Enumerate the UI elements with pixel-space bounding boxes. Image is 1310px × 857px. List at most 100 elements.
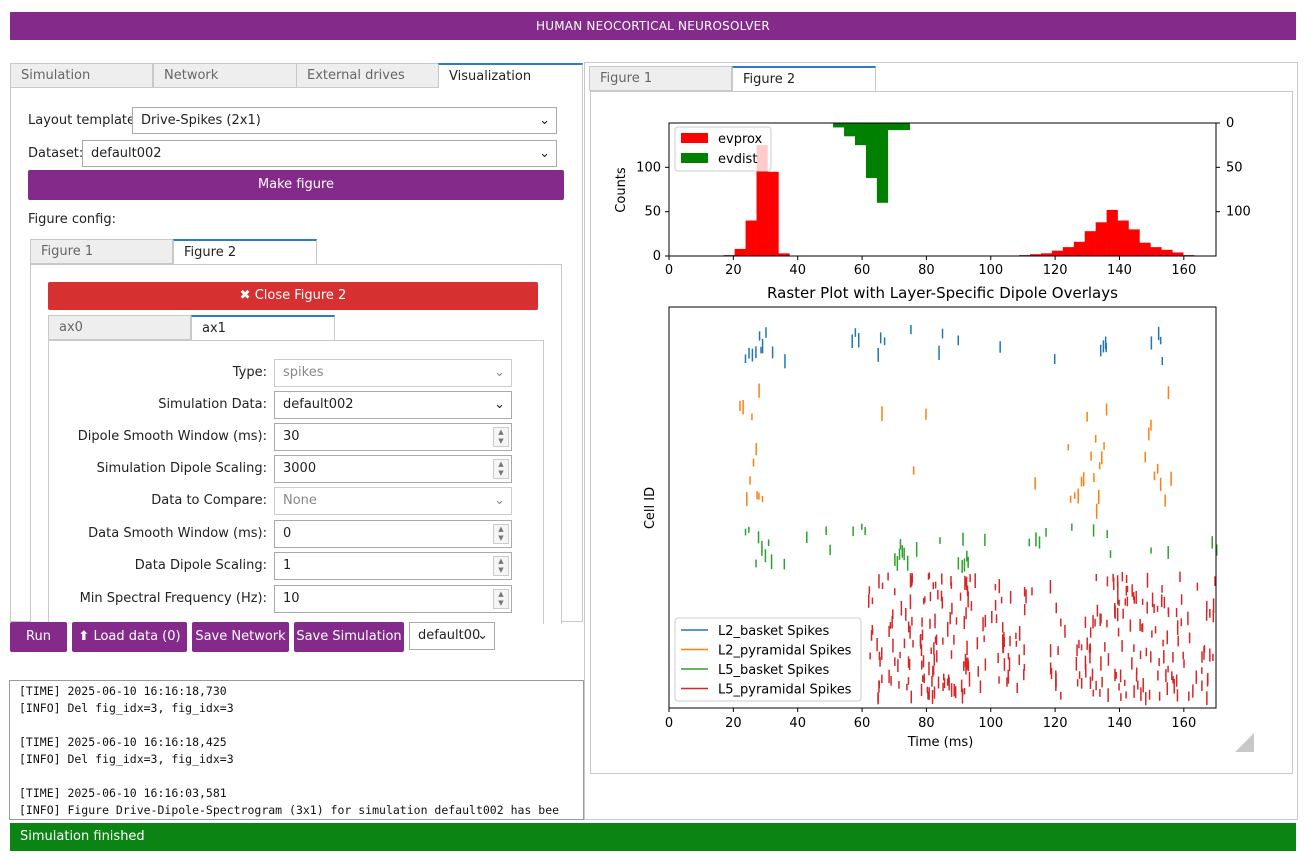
- histogram-bar-evprox: [1095, 222, 1107, 256]
- tab-main-2[interactable]: External drives: [296, 63, 439, 88]
- chevron-down-icon: ⌄: [477, 628, 488, 643]
- field-label: Data Dipole Scaling:: [134, 558, 267, 573]
- field-number-input[interactable]: 30 ▲ ▼: [274, 423, 512, 451]
- field-label: Data to Compare:: [151, 493, 267, 508]
- raster-legend-label: L2_basket Spikes: [718, 624, 829, 639]
- histogram-xtick-label: 0: [665, 263, 673, 278]
- raster-legend-box: [674, 617, 862, 702]
- field-select-value: default002: [283, 397, 354, 412]
- histogram-bar-evprox: [778, 253, 790, 256]
- tab-axis-1[interactable]: ax1: [191, 315, 335, 341]
- stepper-arrows-icon[interactable]: ▲ ▼: [493, 589, 509, 609]
- histogram-ytick-label: 100: [636, 160, 661, 175]
- histogram-ylabel: Counts: [614, 167, 629, 213]
- console-line: [TIME] 2025-06-10 16:16:03,581: [19, 786, 227, 800]
- stepper-arrows-icon[interactable]: ▲ ▼: [493, 524, 509, 544]
- histogram-xtick-label: 120: [1043, 263, 1068, 278]
- histogram-bar-evdist: [833, 123, 845, 128]
- raster-legend-label: L5_pyramidal Spikes: [718, 683, 852, 698]
- legend-label-evprox: evprox: [718, 132, 763, 147]
- dataset-label: Dataset:: [28, 146, 84, 161]
- dataset-select[interactable]: default002 ⌄: [82, 140, 557, 167]
- close-figure-button[interactable]: ✖ Close Figure 2: [48, 282, 538, 310]
- raster-xlabel: Time (ms): [907, 735, 974, 750]
- histogram-bar-evprox: [756, 145, 768, 256]
- histogram-bar-evprox: [1161, 249, 1173, 256]
- histogram-bar-evdist: [898, 123, 910, 131]
- histogram-bar-evprox: [1040, 253, 1053, 256]
- figure-config-divider: [30, 264, 562, 265]
- drive-histogram-chart: 0 20 40 60 80 100 120 140 160 0 50 100 0 50 100 Counts e…: [614, 116, 1251, 278]
- histogram-bar-evprox: [1117, 220, 1129, 256]
- tab-axis-0[interactable]: ax0: [48, 315, 191, 340]
- histogram-bar-evprox: [1128, 229, 1140, 256]
- histogram-right-ytick-label: 50: [1226, 160, 1243, 175]
- histogram-xtick-label: 40: [789, 263, 806, 278]
- legend-swatch-evprox: [681, 133, 708, 143]
- simulation-select[interactable]: default002 ⌄: [409, 622, 495, 650]
- tab-main-0[interactable]: Simulation: [10, 63, 153, 88]
- field-select[interactable]: spikes ⌄: [274, 359, 512, 387]
- field-number-input[interactable]: 1 ▲ ▼: [274, 552, 512, 580]
- field-number-input[interactable]: 0 ▲ ▼: [274, 520, 512, 548]
- field-number-value: 0: [283, 526, 292, 541]
- app-title-bar: HUMAN NEOCORTICAL NEUROSOLVER: [10, 12, 1296, 40]
- histogram-ytick-label: 50: [644, 205, 661, 220]
- layout-template-select[interactable]: Drive-Spikes (2x1) ⌄: [132, 107, 557, 134]
- console-line: [TIME] 2025-06-10 16:16:18,730: [19, 684, 227, 698]
- histogram-bar-evprox: [1084, 231, 1096, 256]
- field-select-value: spikes: [283, 365, 324, 380]
- field-select[interactable]: default002 ⌄: [274, 391, 512, 419]
- field-select[interactable]: None ⌄: [274, 487, 512, 515]
- field-label: Simulation Data:: [158, 397, 267, 412]
- field-label: Dipole Smooth Window (ms):: [77, 429, 267, 444]
- console-line: [INFO] Del fig_idx=3, fig_idx=3: [19, 701, 234, 715]
- raster-xtick-label: 120: [1043, 716, 1068, 731]
- save-network-button[interactable]: Save Network: [192, 622, 289, 652]
- run-button[interactable]: Run: [10, 622, 67, 652]
- close-figure-label: Close Figure 2: [254, 288, 347, 303]
- stepper-arrows-icon[interactable]: ▲ ▼: [493, 556, 509, 576]
- figure-config-label: Figure config:: [28, 212, 116, 227]
- histogram-xtick-label: 160: [1171, 263, 1196, 278]
- console-line: [TIME] 2025-06-10 16:16:18,425: [19, 735, 227, 749]
- field-number-input[interactable]: 10 ▲ ▼: [274, 585, 512, 613]
- console-line: [INFO] Figure Drive-Dipole-Spectrogram (…: [19, 803, 560, 817]
- raster-xtick-label: 60: [854, 716, 871, 731]
- histogram-bar-evprox: [1051, 250, 1064, 256]
- field-label: Type:: [232, 365, 267, 380]
- make-figure-button[interactable]: Make figure: [28, 170, 564, 200]
- axis-config-divider: [48, 340, 544, 341]
- layout-template-label: Layout template:: [28, 113, 140, 128]
- log-console[interactable]: [TIME] 2025-06-10 16:16:18,730 [INFO] Del…: [9, 680, 584, 820]
- histogram-bar-evprox: [734, 248, 746, 256]
- stepper-arrows-icon[interactable]: ▲ ▼: [493, 427, 509, 447]
- raster-legend-label: L2_pyramidal Spikes: [718, 644, 852, 659]
- histogram-bar-evdist: [876, 123, 889, 203]
- histogram-xtick-label: 60: [854, 263, 871, 278]
- resize-handle-icon[interactable]: [1235, 733, 1254, 752]
- tab-main-1[interactable]: Network: [153, 63, 297, 88]
- field-number-input[interactable]: 3000 ▲ ▼: [274, 455, 512, 483]
- upload-icon: ⬆: [78, 629, 90, 644]
- chevron-down-icon: ⌄: [539, 146, 550, 161]
- save-simulation-button[interactable]: Save Simulation: [294, 622, 404, 652]
- raster-frame: [668, 306, 1217, 709]
- field-select-value: None: [283, 493, 317, 508]
- stepper-arrows-icon[interactable]: ▲ ▼: [493, 459, 509, 479]
- histogram-bar-evprox: [767, 171, 779, 256]
- raster-xtick-label: 160: [1171, 716, 1196, 731]
- raster-plot-chart: Raster Plot with Layer-Specific Dipole O…: [643, 284, 1218, 750]
- raster-xtick-label: 0: [665, 716, 673, 731]
- histogram-bar-evdist: [854, 123, 867, 146]
- tab-figure-0[interactable]: Figure 1: [589, 66, 732, 91]
- raster-legend: L2_basket Spikes L2_pyramidal Spikes L5_ba…: [674, 617, 862, 702]
- chevron-down-icon: ⌄: [494, 365, 505, 380]
- tab-figure-config-0[interactable]: Figure 1: [30, 239, 173, 264]
- load-data-button[interactable]: ⬆ Load data (0): [72, 622, 187, 652]
- status-bar: Simulation finished: [10, 823, 1296, 851]
- raster-ylabel: Cell ID: [643, 487, 658, 529]
- raster-legend-label: L5_basket Spikes: [718, 663, 829, 678]
- raster-xtick-label: 80: [918, 716, 935, 731]
